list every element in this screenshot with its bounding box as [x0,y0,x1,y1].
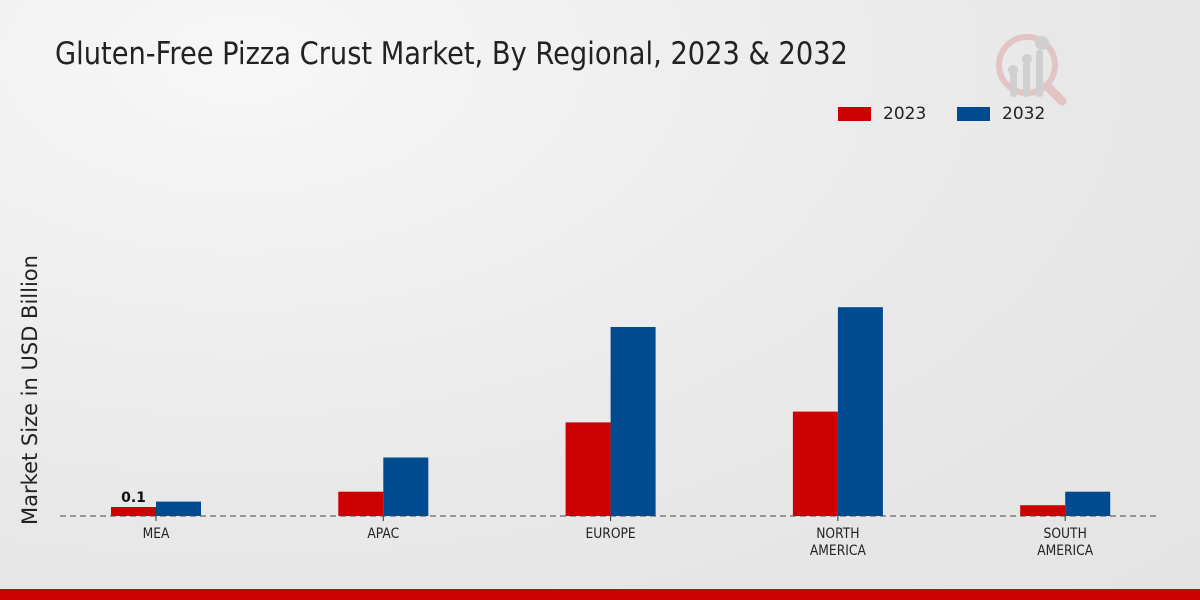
legend-item-2032: 2032 [957,104,1045,124]
bar-2023-0 [111,507,156,516]
legend-swatch-2023 [838,107,871,121]
bar-2032-0 [156,501,201,516]
bar-2023-1 [338,491,384,516]
bar-2032-1 [383,457,429,516]
bar-2032-4 [1065,491,1111,516]
bar-2023-2 [565,422,611,516]
data-label: 0.1 [121,490,146,506]
x-tick-label: SOUTH AMERICA [1037,526,1093,559]
footer-bar [0,589,1200,600]
x-tick-label: APAC [367,526,399,542]
legend-label-2023: 2023 [883,104,927,124]
bar-2032-3 [837,307,883,516]
bar-2023-4 [1020,505,1066,516]
chart-title: Gluten-Free Pizza Crust Market, By Regio… [55,36,848,72]
x-tick-label: EUROPE [585,526,635,542]
bar-2023-3 [792,411,838,516]
x-tick-label: MEA [143,526,170,542]
legend-swatch-2032 [957,107,990,121]
bar-2032-2 [610,327,656,516]
legend-label-2032: 2032 [1002,104,1046,124]
legend-item-2023: 2023 [838,104,926,124]
x-tick-label: NORTH AMERICA [810,526,866,559]
